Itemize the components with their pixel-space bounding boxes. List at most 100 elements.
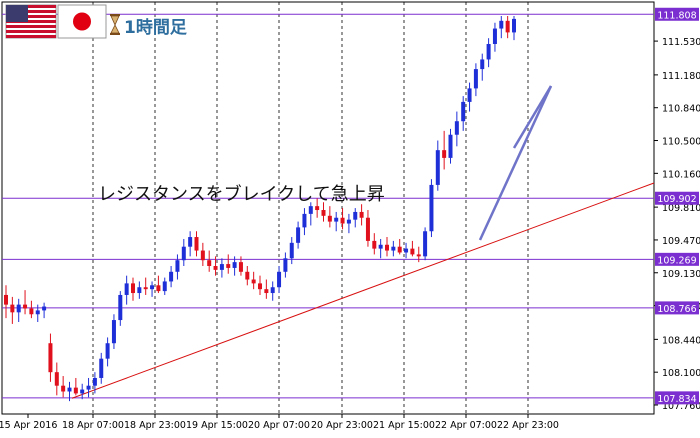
candle-body	[429, 184, 434, 232]
candle-body	[327, 215, 332, 222]
candles	[4, 16, 516, 402]
trendline	[71, 182, 655, 399]
level-tag	[655, 252, 699, 266]
candle-body	[162, 281, 167, 292]
level-tag	[655, 191, 699, 205]
candle-body	[512, 18, 516, 33]
candle-body	[124, 283, 129, 295]
candle-body	[4, 294, 8, 305]
candle-body	[42, 306, 47, 311]
level-tag-label: 109.269	[657, 255, 696, 266]
candle-body	[499, 20, 504, 29]
x-tick-label: 22 Apr 07:00	[435, 420, 497, 431]
y-tick-label: 109.810	[662, 203, 700, 214]
candle-body	[416, 254, 421, 257]
candle-body	[29, 308, 34, 315]
candle-body	[258, 283, 262, 290]
candle-body	[131, 283, 135, 294]
candle-body	[467, 88, 472, 102]
candle-body	[486, 43, 491, 60]
us-flag-icon	[5, 4, 57, 39]
y-tick-label: 110.840	[662, 104, 700, 115]
y-tick-label: 110.500	[662, 137, 700, 148]
candle-body	[302, 213, 307, 228]
level-tag-label: 111.808	[657, 10, 696, 21]
candle-body	[105, 343, 110, 359]
candle-body	[92, 377, 97, 386]
candle-body	[340, 217, 345, 224]
candle-body	[315, 206, 320, 211]
level-tag	[655, 391, 699, 405]
candle-body	[232, 262, 237, 268]
candle-body	[251, 279, 256, 284]
y-tick-label: 110.160	[662, 169, 700, 180]
candle-body	[111, 320, 116, 344]
y-tick-label: 109.130	[662, 269, 700, 280]
candle-body	[80, 389, 85, 394]
x-tick-label: 18 Apr 07:00	[62, 420, 124, 431]
candle-body	[378, 244, 383, 249]
candle-body	[219, 264, 224, 270]
candle-body	[23, 304, 28, 309]
candle-body	[334, 217, 339, 222]
candle-body	[346, 219, 351, 224]
level-tag-label: 107.834	[657, 394, 696, 405]
candle-body	[296, 227, 301, 243]
candle-body	[442, 150, 447, 158]
trendline-group	[71, 182, 655, 399]
level-tag-label: 108.766	[657, 304, 696, 315]
candle-body	[289, 242, 294, 259]
candle-body	[505, 20, 510, 33]
candle-body	[480, 59, 485, 70]
level-tags: 111.808 109.902 109.269 108.766 107.834	[655, 7, 699, 405]
candle-body	[175, 260, 180, 272]
x-tick-label: 21 Apr 15:00	[373, 420, 435, 431]
candle-body	[277, 271, 282, 288]
y-tick-label: 111.530	[662, 37, 700, 48]
candle-body	[454, 121, 459, 135]
candle-body	[283, 258, 288, 272]
plot-border	[1, 1, 655, 415]
candle-body	[359, 211, 364, 218]
candle-body	[86, 385, 91, 390]
candle-body	[435, 150, 440, 185]
candle-body	[207, 260, 212, 267]
candle-body	[73, 387, 78, 394]
x-tick-label: 19 Apr 15:00	[186, 420, 248, 431]
candle-body	[143, 287, 148, 290]
y-axis: 111.530 111.180 110.840 110.500 110.160 109.8…	[654, 37, 700, 412]
candle-body	[365, 217, 370, 241]
candle-body	[181, 246, 186, 261]
candle-body	[35, 310, 40, 315]
y-tick-label: 108.100	[662, 368, 700, 379]
candle-body	[61, 385, 66, 392]
candle-body	[213, 266, 218, 270]
candle-body	[48, 343, 53, 373]
annotation-text: レジスタンスをブレイクして急上昇	[98, 183, 385, 205]
y-tick-label: 108.440	[662, 335, 700, 346]
candle-body	[353, 211, 358, 220]
y-tick-label: 107.760	[662, 401, 700, 412]
candle-body	[473, 69, 478, 89]
candle-body	[99, 358, 104, 378]
candle-body	[200, 250, 205, 261]
candle-body	[226, 264, 231, 268]
candle-body	[156, 285, 161, 292]
candle-body	[321, 210, 326, 216]
candle-body	[308, 206, 313, 214]
arrow-line	[478, 85, 553, 241]
candle-body	[391, 246, 396, 251]
candle-body	[448, 134, 453, 158]
timeframe-label: 1時間足	[124, 17, 187, 38]
candle-body	[461, 101, 466, 122]
candle-body	[67, 387, 72, 392]
candle-body	[137, 287, 142, 294]
candle-body	[397, 246, 402, 253]
jp-flag-icon	[57, 4, 107, 39]
level-tag-label: 109.902	[657, 194, 696, 205]
y-tick-label: 111.180	[662, 71, 700, 82]
y-tick-label: 109.470	[662, 236, 700, 247]
candle-body	[245, 271, 250, 280]
